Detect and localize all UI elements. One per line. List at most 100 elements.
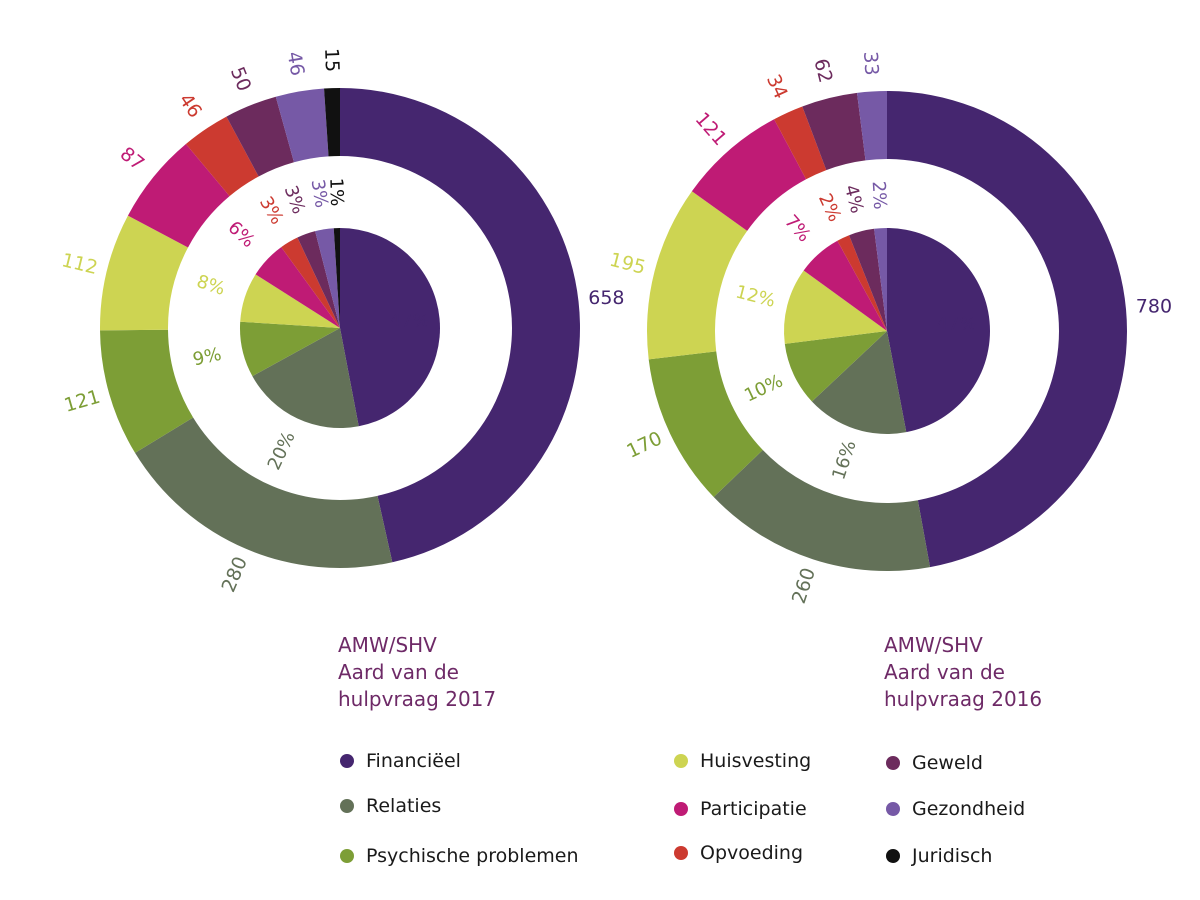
- inner-label-2016-relaties: 16%: [828, 438, 860, 483]
- inner-label-2016-gezondheid: 2%: [868, 180, 891, 210]
- inner-slice-2017-psychische-problemen: [240, 321, 340, 377]
- outer-slice-2017-gezondheid: [275, 88, 329, 163]
- outer-label-2016-participatie: 121: [691, 108, 731, 150]
- legend-label-geweld: Geweld: [912, 752, 983, 774]
- outer-slice-2016-psychische-problemen: [648, 351, 763, 498]
- inner-label-2017-participatie: 6%: [224, 217, 259, 252]
- outer-label-2017-juridisch: 15: [320, 48, 343, 73]
- outer-slice-2017-relaties: [135, 417, 393, 568]
- outer-label-2017-financieel: 658: [588, 287, 624, 309]
- outer-label-2017-geweld: 50: [226, 64, 255, 95]
- legend-swatch-financieel: [340, 754, 354, 768]
- outer-slice-2016-opvoeding: [774, 106, 827, 180]
- outer-slice-2016-gezondheid: [857, 91, 887, 161]
- outer-slice-2016-huisvesting: [647, 191, 748, 360]
- outer-slice-2017-huisvesting: [99, 215, 189, 331]
- legend-item-juridisch: Juridisch: [886, 845, 992, 867]
- inner-slice-2017-gezondheid: [315, 228, 340, 328]
- legend-item-geweld: Geweld: [886, 752, 983, 774]
- legend-item-psychische-problemen: Psychische problemen: [340, 845, 579, 867]
- inner-label-2016-psychische-problemen: 10%: [741, 370, 786, 406]
- outer-label-2017-participatie: 87: [116, 143, 149, 175]
- inner-label-2016-huisvesting: 12%: [733, 282, 777, 312]
- outer-label-2016-relaties: 260: [788, 565, 820, 606]
- outer-slice-2017-geweld: [226, 96, 294, 177]
- outer-label-2017-opvoeding: 46: [174, 90, 206, 122]
- inner-label-2017-gezondheid: 3%: [307, 178, 332, 209]
- outer-slice-2017-juridisch: [324, 88, 340, 157]
- legend-item-relaties: Relaties: [340, 795, 441, 817]
- legend-swatch-opvoeding: [674, 846, 688, 860]
- outer-label-2017-huisvesting: 112: [59, 249, 99, 279]
- legend-item-opvoeding: Opvoeding: [674, 842, 803, 864]
- legend-swatch-huisvesting: [674, 754, 688, 768]
- inner-slice-2016-geweld: [849, 228, 887, 331]
- inner-label-2017-financieel: 47%: [390, 310, 430, 331]
- chart-title-2016-line-2: Aard van de: [884, 660, 1005, 684]
- inner-slice-2017-relaties: [252, 328, 359, 428]
- outer-label-2016-financieel: 780: [1136, 295, 1172, 317]
- legend-label-participatie: Participatie: [700, 798, 807, 820]
- outer-label-2016-gezondheid: 33: [859, 51, 882, 77]
- inner-label-2016-participatie: 7%: [780, 211, 815, 246]
- outer-slice-2016-financieel: [887, 91, 1128, 568]
- inner-slice-2017-financieel: [340, 228, 440, 427]
- legend-label-huisvesting: Huisvesting: [700, 750, 812, 772]
- inner-label-2017-juridisch: 1%: [325, 177, 347, 206]
- outer-slice-2017-opvoeding: [185, 116, 259, 197]
- outer-label-2017-relaties: 280: [218, 553, 252, 595]
- chart-title-2017-line-3: hulpvraag 2017: [338, 687, 497, 711]
- legend-swatch-geweld: [886, 756, 900, 770]
- inner-slice-2016-psychische-problemen: [784, 331, 887, 402]
- inner-label-2017-huisvesting: 8%: [194, 271, 228, 300]
- inner-label-2016-financieel: 47%: [937, 313, 977, 334]
- legend-label-opvoeding: Opvoeding: [700, 842, 804, 864]
- inner-slice-2017-participatie: [255, 247, 340, 328]
- inner-label-2016-opvoeding: 2%: [814, 190, 845, 225]
- chart-title-2017-line-2: Aard van de: [338, 660, 459, 684]
- legend-label-financieel: Financiëel: [366, 750, 461, 772]
- inner-label-2016-geweld: 4%: [840, 183, 867, 216]
- inner-slice-2016-relaties: [811, 331, 907, 434]
- outer-label-2016-psychische-problemen: 170: [623, 427, 665, 462]
- chart-title-2016-line-1: AMW/SHV: [884, 633, 983, 657]
- legend-label-psychische-problemen: Psychische problemen: [366, 845, 579, 867]
- outer-slice-2017-financieel: [340, 88, 581, 563]
- inner-slice-2016-participatie: [803, 240, 887, 331]
- legend-label-relaties: Relaties: [366, 795, 442, 817]
- legend-item-financieel: Financiëel: [340, 750, 461, 772]
- legend-swatch-participatie: [674, 802, 688, 816]
- outer-slice-2017-psychische-problemen: [100, 329, 194, 453]
- inner-label-2017-psychische-problemen: 9%: [191, 344, 223, 371]
- inner-slice-2017-huisvesting: [240, 274, 340, 328]
- legend-swatch-juridisch: [886, 849, 900, 863]
- chart-title-2017-line-1: AMW/SHV: [338, 633, 437, 657]
- inner-label-2017-relaties: 20%: [264, 428, 300, 473]
- chart-title-2017: AMW/SHV Aard van de hulpvraag 2017: [338, 632, 496, 713]
- legend-label-gezondheid: Gezondheid: [912, 798, 1026, 820]
- inner-slice-2016-opvoeding: [837, 235, 887, 331]
- legend-swatch-gezondheid: [886, 802, 900, 816]
- outer-label-2017-psychische-problemen: 121: [62, 386, 103, 417]
- chart-title-2016: AMW/SHV Aard van de hulpvraag 2016: [884, 632, 1042, 713]
- outer-slice-2016-participatie: [691, 119, 807, 231]
- outer-label-2017-gezondheid: 46: [283, 50, 309, 78]
- inner-slice-2017-geweld: [297, 231, 340, 328]
- chart-title-2016-line-3: hulpvraag 2016: [884, 687, 1043, 711]
- legend-item-participatie: Participatie: [674, 798, 807, 820]
- outer-slice-2017-participatie: [127, 143, 230, 248]
- legend-label-juridisch: Juridisch: [912, 845, 993, 867]
- inner-label-2017-opvoeding: 3%: [255, 193, 288, 228]
- legend-item-huisvesting: Huisvesting: [674, 750, 811, 772]
- outer-label-2016-opvoeding: 34: [762, 71, 792, 102]
- inner-slice-2016-huisvesting: [784, 270, 887, 344]
- outer-label-2016-geweld: 62: [809, 56, 836, 85]
- inner-slice-2016-gezondheid: [874, 228, 887, 331]
- outer-slice-2016-geweld: [802, 92, 866, 171]
- inner-slice-2017-opvoeding: [281, 237, 340, 328]
- inner-slice-2017-juridisch: [333, 228, 340, 328]
- legend-swatch-psychische-problemen: [340, 849, 354, 863]
- outer-slice-2016-relaties: [713, 449, 931, 571]
- legend-item-gezondheid: Gezondheid: [886, 798, 1025, 820]
